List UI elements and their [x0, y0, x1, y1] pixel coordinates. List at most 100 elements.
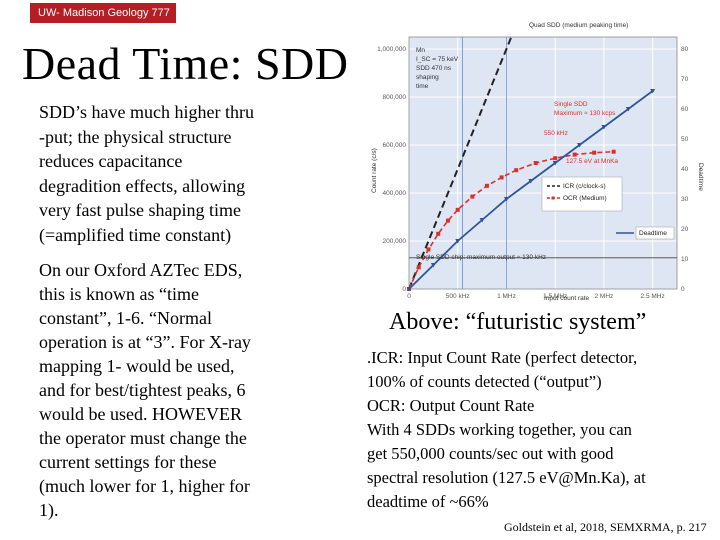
text-line: On our Oxford AZTec EDS,: [39, 260, 243, 280]
text-line: OCR: Output Count Rate: [367, 396, 535, 415]
data-point-ocr: [499, 175, 504, 180]
annotation-550khz: 550 kHz: [544, 130, 568, 137]
annotation-text: shaping: [416, 74, 439, 81]
data-point-deadtime: [455, 239, 461, 244]
x-axis-label: Input count rate: [544, 295, 590, 302]
y-tick-label: 0: [402, 286, 406, 293]
series-group: [406, 36, 677, 292]
x-tick-label: 2 MHz: [595, 293, 614, 300]
x-tick-label: 1.5 MHz: [543, 293, 567, 300]
annotation-text: SDD 470 ns: [416, 65, 452, 72]
text-line: this is known as “time: [39, 284, 199, 304]
data-point-deadtime: [406, 287, 412, 292]
text-line: operation is at “3”. For X-ray: [39, 332, 251, 352]
text-line: (=amplified time constant): [39, 224, 232, 245]
data-point-ocr: [553, 156, 558, 161]
annotation-resolution: 127.5 eV at MnKa: [566, 158, 618, 165]
data-point-deadtime: [503, 197, 509, 202]
y-axis-label: Count rate (c/s): [371, 148, 378, 193]
data-point-deadtime: [601, 125, 607, 130]
data-point-deadtime: [430, 263, 436, 268]
data-point-deadtime: [650, 89, 656, 94]
text-line: (much lower for 1, higher for: [39, 476, 250, 496]
data-point-ocr: [572, 152, 577, 157]
y2-tick-label: 30: [681, 196, 689, 203]
text-line: spectral resolution (127.5 eV@Mn.Ka), at: [367, 468, 646, 487]
annotation-params: Mn I_SC = 75 keV SDD 470 ns shaping time: [416, 47, 459, 90]
data-point-deadtime: [552, 161, 558, 166]
paragraph-icr-ocr: .ICR: Input Count Rate (perfect detector…: [367, 346, 707, 514]
y2-tick-label: 20: [681, 226, 689, 233]
paragraph-oxford-aztec: On our Oxford AZTec EDS, this is known a…: [39, 258, 297, 522]
data-point-ocr: [592, 150, 597, 155]
text-line: reduces capacitance: [39, 151, 183, 171]
text-line: the operator must change the: [39, 428, 247, 448]
data-point-ocr: [533, 161, 538, 165]
text-line: SDD’s have much higher thru: [39, 102, 254, 122]
paragraph-sdd-throughput: SDD’s have much higher thru -put; the ph…: [39, 100, 297, 247]
annotation-text: I_SC = 75 keV: [416, 56, 459, 63]
text-line: 100% of counts detected (“output”): [367, 372, 602, 391]
chart-caption: Above: “futuristic system”: [389, 309, 647, 335]
y2-tick-label: 10: [681, 256, 689, 263]
axes: 0 200,000 400,000 600,000 800,000 1,000,000 0 5…: [377, 36, 689, 300]
data-point-ocr: [436, 231, 441, 236]
x-tick-label: 2.5 MHz: [641, 293, 665, 300]
sdd-count-rate-chart: 0 200,000 400,000 600,000 800,000 1,000,000 0 5…: [354, 15, 704, 305]
x-tick-label: 1 MHz: [497, 293, 516, 300]
y-tick-label: 800,000: [383, 94, 407, 101]
legend: ICR (c/clock-s) OCR (Medium) Deadtime: [541, 176, 675, 240]
legend-label-icr: ICR (c/clock-s): [563, 183, 606, 190]
legend-label-deadtime: Deadtime: [639, 230, 667, 237]
text-line: deadtime of ~66%: [367, 492, 489, 511]
legend-label-ocr: OCR (Medium): [563, 195, 607, 202]
y2-axis-label: Deadtime: [697, 163, 704, 191]
data-point-ocr: [426, 247, 431, 252]
text-line: 1).: [39, 500, 59, 520]
data-point-ocr: [514, 168, 519, 173]
text-line: With 4 SDDs working together, you can: [367, 420, 632, 439]
y-tick-label: 1,000,000: [377, 46, 406, 53]
data-point-deadtime: [479, 218, 485, 223]
annotation-max-130k: Maximum ≈ 130 kcps: [554, 110, 616, 117]
legend-box-deadtime: [635, 226, 675, 240]
y2-tick-label: 60: [681, 106, 689, 113]
y2-tick-label: 40: [681, 166, 689, 173]
data-point-ocr: [611, 149, 616, 154]
text-line: .ICR: Input Count Rate (perfect detector…: [367, 348, 638, 367]
data-point-deadtime: [577, 143, 583, 148]
data-point-ocr: [484, 183, 489, 188]
text-line: mapping 1- would be used,: [39, 356, 235, 376]
annotation-single-sdd: Single SDD: [554, 101, 588, 108]
data-point-ocr: [416, 265, 421, 270]
x-tick-label: 0: [407, 293, 411, 300]
legend-marker-ocr: [551, 196, 555, 200]
chart-title: Quad SDD (medium peaking time): [529, 22, 628, 29]
citation: Goldstein et al, 2018, SEMXRMA, p. 217: [504, 520, 707, 534]
data-point-ocr: [445, 218, 450, 223]
annotation-single-chip-max: Single SDD chip: maximum output ≈ 130 kH…: [416, 254, 546, 261]
y2-tick-label: 0: [681, 286, 685, 293]
data-point-deadtime: [528, 179, 534, 184]
text-line: would be used. HOWEVER: [39, 404, 242, 424]
y2-tick-label: 70: [681, 76, 689, 83]
y-tick-label: 400,000: [383, 190, 407, 197]
plot-border: [408, 36, 678, 290]
text-line: get 550,000 counts/sec out with good: [367, 444, 614, 463]
annotation-text: time: [416, 83, 429, 90]
y-tick-label: 600,000: [383, 142, 407, 149]
data-point-ocr: [470, 194, 475, 199]
annotation-text: Mn: [416, 47, 425, 54]
text-line: current settings for these: [39, 452, 217, 472]
text-line: very fast pulse shaping time: [39, 200, 241, 220]
y-tick-label: 200,000: [383, 238, 407, 245]
text-line: -put; the physical structure: [39, 126, 232, 147]
university-seal-icon: [0, 0, 384, 45]
course-label: UW- Madison Geology 777: [30, 3, 176, 23]
legend-box: [541, 176, 623, 212]
text-line: degradition effects, allowing: [39, 175, 246, 196]
y2-tick-label: 50: [681, 136, 689, 143]
series-line-icr: [408, 36, 513, 290]
data-point-ocr: [455, 207, 460, 212]
text-line: constant”, 1-6. “Normal: [39, 308, 212, 328]
